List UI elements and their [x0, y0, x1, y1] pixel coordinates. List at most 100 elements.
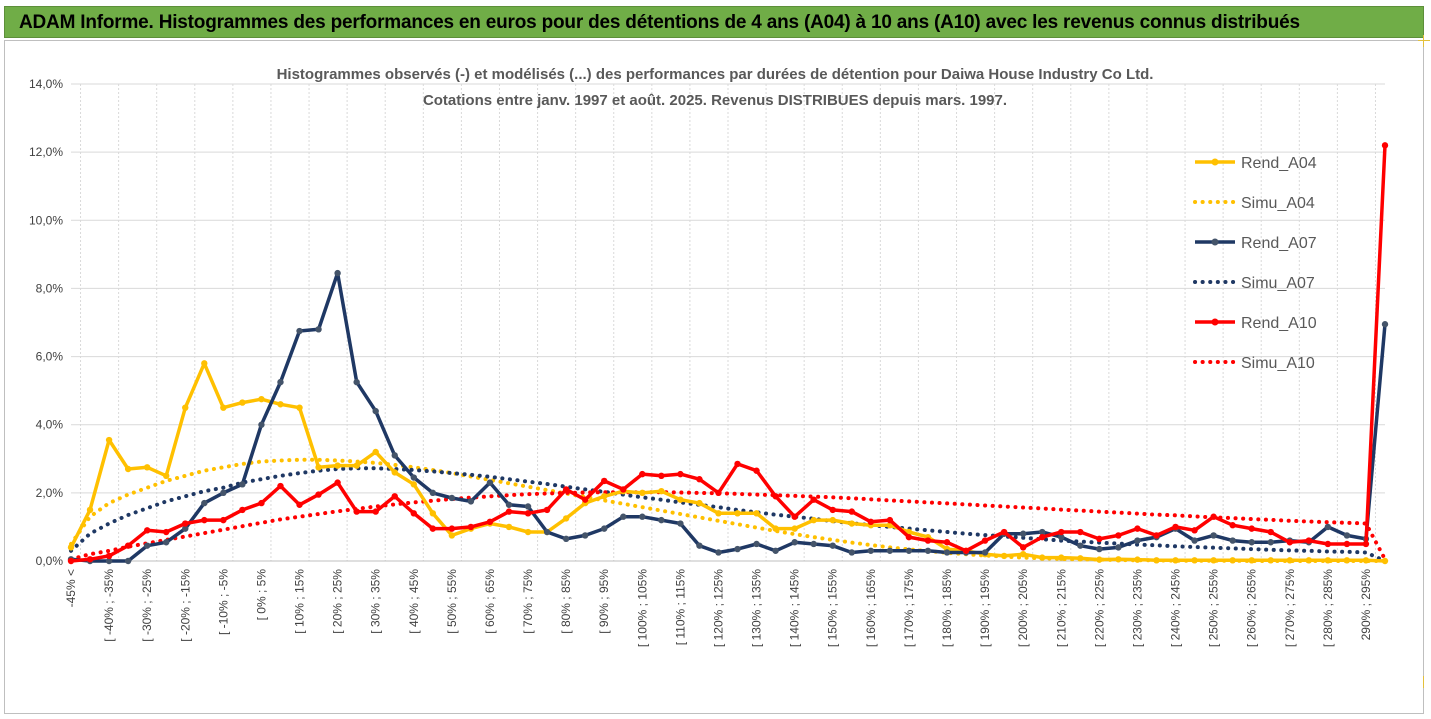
data-point-rend-a10	[1096, 535, 1103, 543]
data-point-rend-a07	[1019, 530, 1027, 537]
x-tick-label: [ 270% ; 275%	[1283, 569, 1297, 647]
data-point-rend-a04	[1381, 557, 1389, 565]
data-point-rend-a07	[924, 547, 932, 554]
x-tick-label: [ 130% ; 135%	[750, 569, 764, 647]
data-point-rend-a07	[296, 327, 303, 335]
data-point-rend-a10	[505, 508, 513, 515]
data-point-rend-a04	[1343, 557, 1351, 564]
data-point-rend-a10	[1191, 527, 1198, 534]
data-point-rend-a07	[1324, 523, 1332, 531]
series-line-rend-a10	[70, 145, 1387, 563]
data-point-rend-a04	[1267, 557, 1274, 564]
data-point-rend-a07	[791, 539, 798, 546]
data-point-rend-a07	[1134, 537, 1141, 544]
y-tick-label: 12,0%	[29, 145, 63, 159]
data-point-rend-a04	[277, 401, 284, 408]
series-line-simu-a04	[69, 457, 1387, 563]
data-point-rend-a04	[791, 525, 798, 532]
data-point-rend-a04	[601, 493, 608, 500]
data-point-rend-a07	[448, 494, 456, 502]
data-point-rend-a10	[86, 556, 94, 563]
data-point-rend-a10	[715, 489, 722, 497]
legend-label-simu-a10: Simu_A10	[1241, 355, 1315, 372]
data-point-rend-a04	[1286, 557, 1293, 564]
x-tick-label: [ 60% ; 65%	[483, 569, 497, 634]
data-point-rend-a10	[1362, 540, 1370, 548]
resize-handle-top-right-v[interactable]	[1423, 35, 1424, 47]
data-point-rend-a10	[105, 552, 113, 560]
data-point-rend-a10	[1153, 532, 1160, 539]
data-point-rend-a10	[1324, 540, 1332, 548]
x-tick-label: [ 30% ; 35%	[369, 569, 383, 634]
x-tick-label: [ -20% ; -15%	[178, 569, 192, 642]
data-point-rend-a07	[124, 557, 132, 565]
data-point-rend-a04	[429, 510, 437, 517]
data-point-rend-a10	[1286, 539, 1293, 546]
resize-handle-bottom-right[interactable]	[1423, 676, 1424, 688]
data-point-rend-a10	[124, 542, 132, 549]
data-point-rend-a10	[239, 506, 246, 514]
y-tick-label: 8,0%	[36, 281, 64, 295]
data-point-rend-a10	[962, 547, 970, 554]
data-point-rend-a04	[143, 464, 151, 471]
x-tick-label: [ -30% ; -25%	[140, 569, 154, 642]
data-point-rend-a04	[258, 395, 265, 403]
x-tick-label: [ 260% ; 265%	[1245, 569, 1259, 647]
data-point-rend-a07	[334, 269, 341, 277]
data-point-rend-a10	[905, 533, 913, 541]
data-point-rend-a10	[1267, 528, 1274, 536]
data-point-rend-a10	[201, 516, 208, 524]
data-point-rend-a10	[1210, 513, 1217, 520]
data-point-rend-a10	[1115, 532, 1122, 539]
x-tick-label: [ 230% ; 235%	[1130, 569, 1144, 647]
data-point-rend-a10	[1381, 142, 1389, 149]
x-tick-label: [ 0% ; 5%	[254, 569, 268, 621]
data-point-rend-a10	[334, 479, 341, 486]
data-point-rend-a04	[410, 481, 417, 488]
data-point-rend-a10	[562, 486, 570, 493]
data-point-rend-a10	[1229, 522, 1236, 529]
x-tick-label: -45% <	[64, 569, 78, 607]
data-point-rend-a10	[943, 539, 951, 546]
data-point-rend-a07	[429, 489, 437, 497]
chart-title: Histogrammes observés (-) et modélisés (…	[277, 66, 1154, 83]
data-point-rend-a07	[1096, 545, 1103, 553]
resize-handle-top-right[interactable]	[1418, 40, 1430, 41]
data-point-rend-a07	[1248, 539, 1255, 546]
data-point-rend-a07	[524, 503, 532, 510]
data-point-rend-a10	[1077, 528, 1084, 536]
data-point-rend-a10	[753, 467, 760, 474]
x-tick-label: [ 170% ; 175%	[902, 569, 916, 647]
y-tick-label: 0,0%	[36, 554, 64, 568]
data-point-rend-a10	[1305, 537, 1313, 544]
data-point-rend-a07	[810, 540, 817, 548]
data-point-rend-a04	[658, 487, 665, 495]
legend-label-simu-a07: Simu_A07	[1241, 275, 1315, 292]
data-point-rend-a04	[67, 544, 75, 551]
data-point-rend-a04	[163, 472, 170, 480]
data-point-rend-a10	[143, 527, 151, 534]
data-point-rend-a04	[1019, 550, 1027, 558]
data-point-rend-a10	[620, 486, 627, 493]
data-point-rend-a10	[1134, 525, 1141, 532]
data-point-rend-a10	[277, 482, 284, 490]
data-point-rend-a04	[124, 465, 132, 473]
data-point-rend-a04	[848, 520, 855, 527]
data-point-rend-a07	[182, 525, 189, 532]
data-point-rend-a07	[220, 489, 227, 497]
data-point-rend-a07	[258, 421, 265, 428]
y-tick-label: 4,0%	[36, 418, 64, 432]
x-tick-label: [ 280% ; 285%	[1321, 569, 1335, 647]
x-tick-label: [ 70% ; 75%	[521, 569, 535, 634]
data-point-rend-a07	[677, 520, 684, 527]
data-point-rend-a04	[1000, 552, 1008, 560]
data-point-rend-a10	[867, 518, 875, 526]
data-point-rend-a07	[848, 549, 855, 556]
data-point-rend-a07	[562, 535, 570, 543]
data-point-rend-a07	[1229, 537, 1236, 544]
data-point-rend-a04	[391, 469, 398, 476]
data-point-rend-a04	[1191, 557, 1198, 564]
data-point-rend-a04	[524, 528, 532, 536]
data-point-rend-a10	[182, 520, 189, 527]
